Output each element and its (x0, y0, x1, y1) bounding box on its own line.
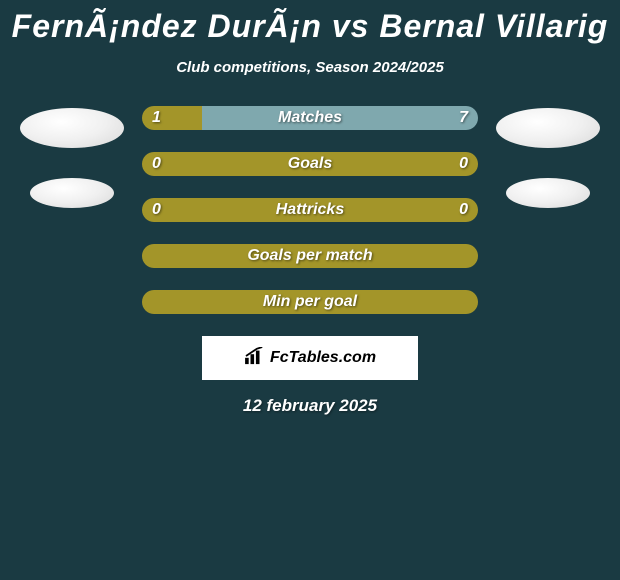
attribution-badge: FcTables.com (202, 336, 418, 380)
page-title: FernÃ¡ndez DurÃ¡n vs Bernal Villarig (0, 8, 620, 45)
date-text: 12 february 2025 (0, 396, 620, 416)
stat-bar: 00Goals (142, 152, 478, 176)
bar-label: Matches (142, 106, 478, 130)
attribution-text: FcTables.com (270, 349, 376, 367)
stat-bar: 00Hattricks (142, 198, 478, 222)
bar-label: Min per goal (142, 290, 478, 314)
player2-club-badge (506, 178, 590, 208)
stat-bar: Min per goal (142, 290, 478, 314)
player2-avatar (496, 108, 600, 148)
subtitle: Club competitions, Season 2024/2025 (0, 59, 620, 76)
player1-club-badge (30, 178, 114, 208)
stat-bar: 17Matches (142, 106, 478, 130)
stat-bar: Goals per match (142, 244, 478, 268)
stat-bars: 17Matches 00Goals 00Hattricks Goals per mat… (142, 106, 478, 314)
bar-label: Hattricks (142, 198, 478, 222)
bar-label: Goals (142, 152, 478, 176)
left-player-col (20, 106, 124, 208)
player1-avatar (20, 108, 124, 148)
right-player-col (496, 106, 600, 208)
stats-area: 17Matches 00Goals 00Hattricks Goals per mat… (0, 106, 620, 314)
comparison-infographic: FernÃ¡ndez DurÃ¡n vs Bernal Villarig Clu… (0, 0, 620, 416)
chart-icon (244, 347, 266, 370)
bar-label: Goals per match (142, 244, 478, 268)
